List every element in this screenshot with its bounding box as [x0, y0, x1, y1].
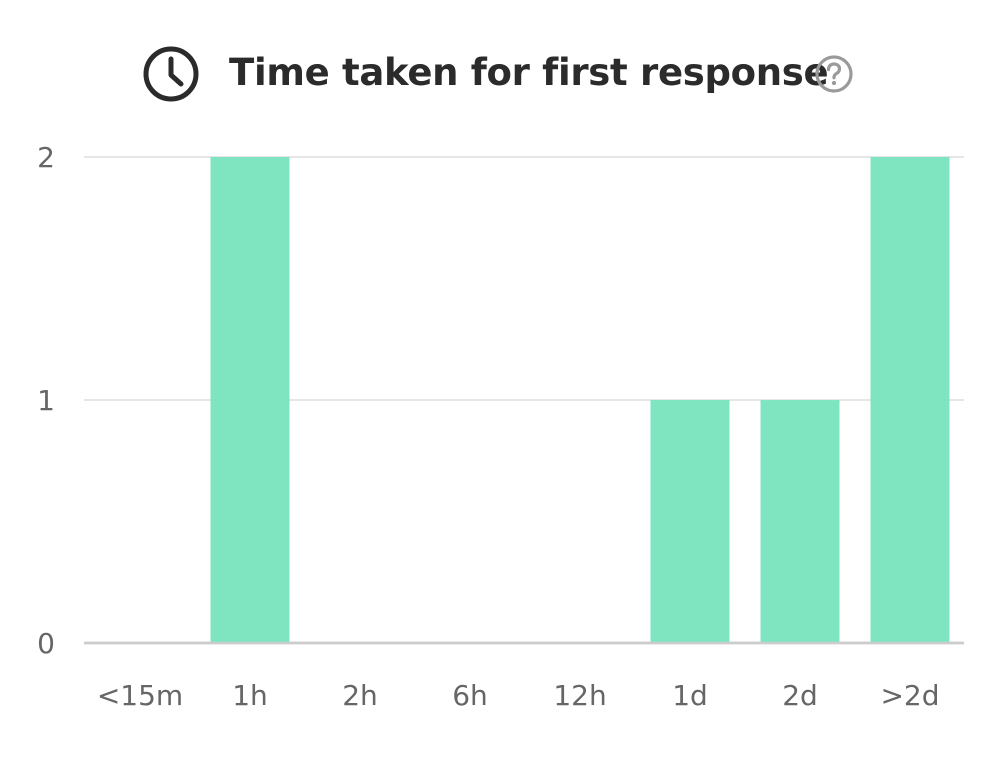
bar-2d — [760, 400, 840, 643]
x-tick-label: 12h — [553, 679, 606, 712]
help-circle-icon[interactable] — [814, 54, 854, 94]
x-tick-label: 6h — [452, 679, 488, 712]
x-tick-label: 1h — [232, 679, 268, 712]
x-tick-label: 2h — [342, 679, 378, 712]
x-tick-label: 2d — [782, 679, 818, 712]
bar-1d — [650, 400, 730, 643]
x-tick-label: <15m — [97, 679, 183, 712]
bar->2d — [870, 157, 950, 643]
y-tick-label: 2 — [37, 141, 55, 174]
clock-icon — [143, 46, 199, 102]
chart-title: Time taken for first response — [229, 51, 829, 94]
x-tick-label: 1d — [672, 679, 708, 712]
chart-header: Time taken for first response — [0, 38, 1004, 108]
x-tick-label: >2d — [880, 679, 939, 712]
y-tick-label: 1 — [37, 384, 55, 417]
bar-1h — [210, 157, 290, 643]
y-tick-label: 0 — [37, 627, 55, 660]
